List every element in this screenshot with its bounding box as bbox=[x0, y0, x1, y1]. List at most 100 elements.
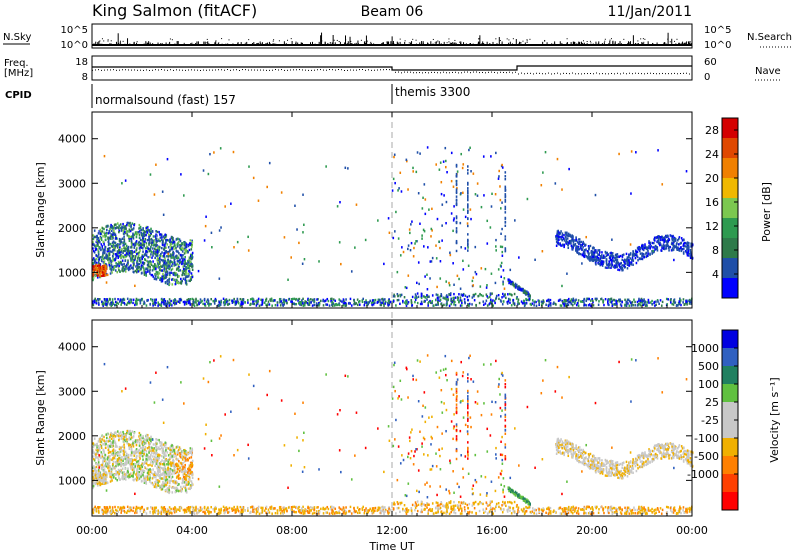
power-cell bbox=[520, 289, 523, 292]
power-cell bbox=[130, 239, 133, 242]
power-cell bbox=[415, 170, 418, 174]
velocity-cell bbox=[160, 477, 163, 480]
power-cell bbox=[157, 303, 160, 306]
power-cell bbox=[467, 189, 469, 193]
power-cell bbox=[322, 299, 325, 303]
velocity-cell bbox=[172, 485, 174, 489]
power-cell bbox=[214, 299, 216, 302]
power-cell bbox=[566, 299, 569, 302]
power-cell bbox=[112, 302, 115, 305]
power-cell bbox=[163, 252, 165, 255]
velocity-cell bbox=[150, 435, 152, 439]
power-cell bbox=[161, 279, 164, 283]
power-cell bbox=[313, 303, 316, 307]
search-count-dot bbox=[566, 42, 568, 44]
power-cell bbox=[121, 247, 123, 251]
power-cell bbox=[167, 258, 170, 261]
search-count-dot bbox=[652, 42, 654, 44]
power-cell bbox=[669, 234, 672, 237]
velocity-cell bbox=[165, 446, 167, 450]
power-cell bbox=[652, 249, 654, 253]
power-cell bbox=[606, 251, 608, 255]
power-cell bbox=[210, 302, 212, 306]
power-cell bbox=[582, 240, 584, 244]
nave-dot bbox=[257, 69, 258, 71]
velocity-cell bbox=[129, 437, 132, 441]
power-cell bbox=[235, 301, 237, 305]
power-cell bbox=[175, 263, 177, 267]
power-cell bbox=[98, 230, 101, 233]
power-cell bbox=[513, 284, 516, 288]
power-cell bbox=[485, 299, 488, 302]
velocity-cell bbox=[151, 481, 154, 485]
power-cell bbox=[183, 258, 186, 261]
power-cell bbox=[473, 295, 475, 298]
power-cell bbox=[97, 270, 100, 273]
power-cell bbox=[103, 257, 105, 260]
power-cell bbox=[424, 212, 427, 216]
power-cell bbox=[597, 303, 600, 307]
power-cell bbox=[461, 294, 464, 297]
power-cell bbox=[566, 234, 569, 237]
power-cell bbox=[388, 231, 391, 234]
velocity-cell bbox=[122, 452, 125, 455]
nave-dot bbox=[236, 69, 237, 71]
power-cell bbox=[455, 188, 458, 191]
power-cell bbox=[508, 292, 511, 296]
power-cell bbox=[338, 302, 340, 305]
power-cell bbox=[591, 257, 593, 260]
power-cell bbox=[424, 295, 426, 299]
power-cell bbox=[524, 289, 526, 292]
power-cell bbox=[99, 274, 101, 277]
power-cell bbox=[444, 165, 447, 169]
power-cell bbox=[255, 300, 257, 303]
power-cell bbox=[247, 249, 250, 252]
power-cell bbox=[152, 244, 155, 247]
power-cell bbox=[663, 239, 666, 243]
power-cell bbox=[501, 163, 503, 167]
velocity-cell bbox=[154, 464, 156, 468]
power-cell bbox=[616, 302, 618, 306]
power-cell bbox=[586, 250, 589, 253]
power-cell bbox=[295, 297, 298, 301]
power-cell bbox=[560, 304, 563, 307]
power-cell bbox=[661, 245, 663, 248]
freq-panel: Freq. [MHz] 18 8 60 0 Nave bbox=[4, 55, 781, 83]
power-cell bbox=[504, 187, 507, 190]
power-cell bbox=[486, 242, 489, 245]
power-cell bbox=[170, 299, 172, 303]
power-cell bbox=[599, 262, 602, 266]
power-cell bbox=[132, 267, 134, 270]
velocity-cell bbox=[138, 435, 140, 438]
power-cell bbox=[160, 238, 163, 242]
power-cell bbox=[96, 276, 99, 279]
power-cell bbox=[175, 281, 177, 284]
power-cell bbox=[283, 236, 286, 239]
power-cell bbox=[150, 273, 153, 277]
power-cell bbox=[642, 252, 644, 256]
power-cell bbox=[138, 223, 141, 227]
power-cell bbox=[430, 260, 433, 263]
power-cell bbox=[378, 299, 381, 302]
power-cell bbox=[611, 252, 614, 255]
power-cell bbox=[130, 259, 132, 262]
power-cell bbox=[224, 299, 226, 302]
power-cell bbox=[356, 303, 359, 307]
power-cell bbox=[635, 252, 638, 256]
power-cell bbox=[158, 239, 160, 243]
power-cell bbox=[399, 294, 402, 297]
power-cell bbox=[501, 245, 504, 249]
power-cell bbox=[673, 237, 676, 241]
power-cell bbox=[145, 233, 147, 237]
power-cell bbox=[180, 280, 183, 283]
power-cell bbox=[388, 298, 391, 301]
power-cell bbox=[136, 302, 138, 305]
power-cell bbox=[298, 297, 300, 301]
search-count-dot bbox=[221, 38, 223, 40]
power-cell bbox=[503, 295, 505, 298]
search-count-dot bbox=[321, 40, 323, 42]
power-cell bbox=[121, 263, 124, 266]
nave-dot bbox=[155, 69, 156, 71]
nave-dot bbox=[125, 69, 126, 71]
power-cell bbox=[560, 237, 562, 241]
